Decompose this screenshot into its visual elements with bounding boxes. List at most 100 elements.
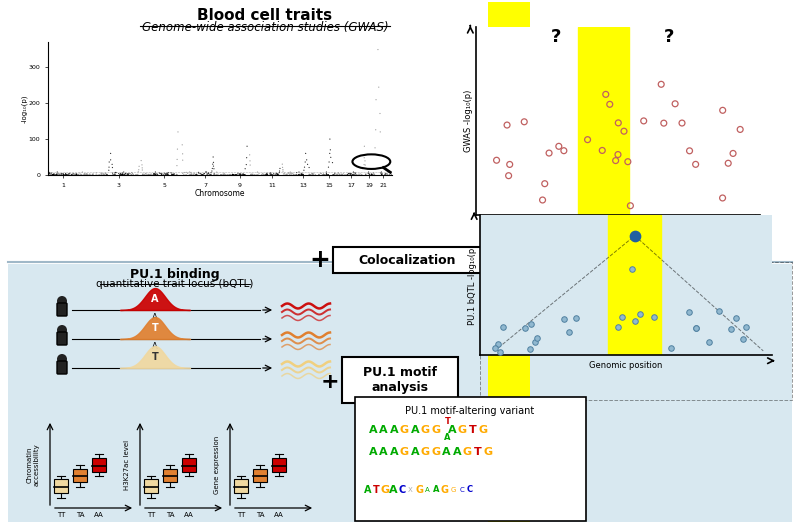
Point <box>362 168 375 176</box>
Point <box>117 170 130 179</box>
Point <box>47 170 60 179</box>
Point <box>189 171 202 179</box>
Text: A: A <box>152 313 158 322</box>
Point <box>306 171 319 179</box>
Point <box>326 171 339 179</box>
Point <box>290 169 303 177</box>
Point <box>83 170 96 179</box>
Text: A: A <box>410 425 419 435</box>
FancyBboxPatch shape <box>342 357 458 403</box>
Point <box>210 170 223 179</box>
Text: TA: TA <box>256 512 264 518</box>
Point <box>161 170 174 179</box>
Point <box>178 171 191 179</box>
Point <box>322 171 334 179</box>
Point <box>208 170 221 179</box>
Point <box>366 171 378 179</box>
Point <box>518 118 530 126</box>
Point <box>55 170 68 178</box>
Point <box>312 171 325 179</box>
Point <box>351 171 364 179</box>
Point <box>54 171 67 179</box>
Point <box>611 151 624 159</box>
Text: G: G <box>463 447 472 457</box>
Point <box>131 170 144 179</box>
Point <box>306 169 318 178</box>
Point <box>167 170 180 178</box>
Point <box>57 171 70 179</box>
Point <box>226 171 239 179</box>
Point <box>104 149 117 157</box>
Point <box>221 171 234 179</box>
Point <box>296 171 309 179</box>
Point <box>524 345 537 354</box>
Point <box>272 171 285 179</box>
Point <box>316 170 329 179</box>
Text: Genome-wide association studies (GWAS): Genome-wide association studies (GWAS) <box>142 21 388 34</box>
Point <box>200 168 213 176</box>
Point <box>74 169 86 178</box>
Point <box>346 170 359 179</box>
Point <box>286 171 298 179</box>
Point <box>357 164 370 173</box>
Point <box>109 169 122 177</box>
Point <box>74 171 87 179</box>
Point <box>246 171 259 179</box>
Point <box>194 170 207 178</box>
Point <box>168 170 181 178</box>
Point <box>155 170 168 178</box>
Point <box>322 163 335 171</box>
Point <box>381 170 394 179</box>
Point <box>296 171 309 179</box>
Point <box>114 171 126 179</box>
Text: TT: TT <box>57 512 65 518</box>
Point <box>253 170 266 178</box>
Point <box>115 171 128 179</box>
Point <box>358 161 371 169</box>
Point <box>612 323 625 331</box>
Point <box>208 170 221 178</box>
Text: G: G <box>431 425 441 435</box>
Point <box>322 171 334 179</box>
Point <box>292 170 305 179</box>
Text: A: A <box>453 447 462 457</box>
Point <box>271 170 284 179</box>
Text: A: A <box>369 425 378 435</box>
Point <box>381 170 394 179</box>
Point <box>309 171 322 179</box>
Point <box>50 170 63 179</box>
Point <box>689 323 702 332</box>
Point <box>90 169 102 177</box>
Point <box>58 171 70 179</box>
Point <box>66 171 78 179</box>
Point <box>184 171 197 179</box>
Point <box>157 171 170 179</box>
Point <box>218 170 230 179</box>
Text: A: A <box>447 425 456 435</box>
Point <box>132 167 145 176</box>
Point <box>365 170 378 179</box>
Point <box>304 171 317 179</box>
Point <box>306 170 319 179</box>
Point <box>553 142 566 151</box>
Point <box>293 171 306 179</box>
Point <box>734 125 746 134</box>
Point <box>740 323 753 332</box>
Point <box>98 170 110 179</box>
Point <box>383 171 396 179</box>
Point <box>334 170 347 179</box>
Point <box>240 154 253 162</box>
Circle shape <box>57 325 67 335</box>
Point <box>90 170 102 179</box>
Point <box>50 171 63 179</box>
Point <box>370 126 382 134</box>
Point <box>207 162 220 170</box>
Point <box>122 170 134 178</box>
Point <box>42 171 55 179</box>
Text: G: G <box>478 425 488 435</box>
Point <box>383 170 396 179</box>
Bar <box>272 458 286 472</box>
Point <box>72 170 85 179</box>
Point <box>341 170 354 179</box>
Point <box>295 171 308 179</box>
